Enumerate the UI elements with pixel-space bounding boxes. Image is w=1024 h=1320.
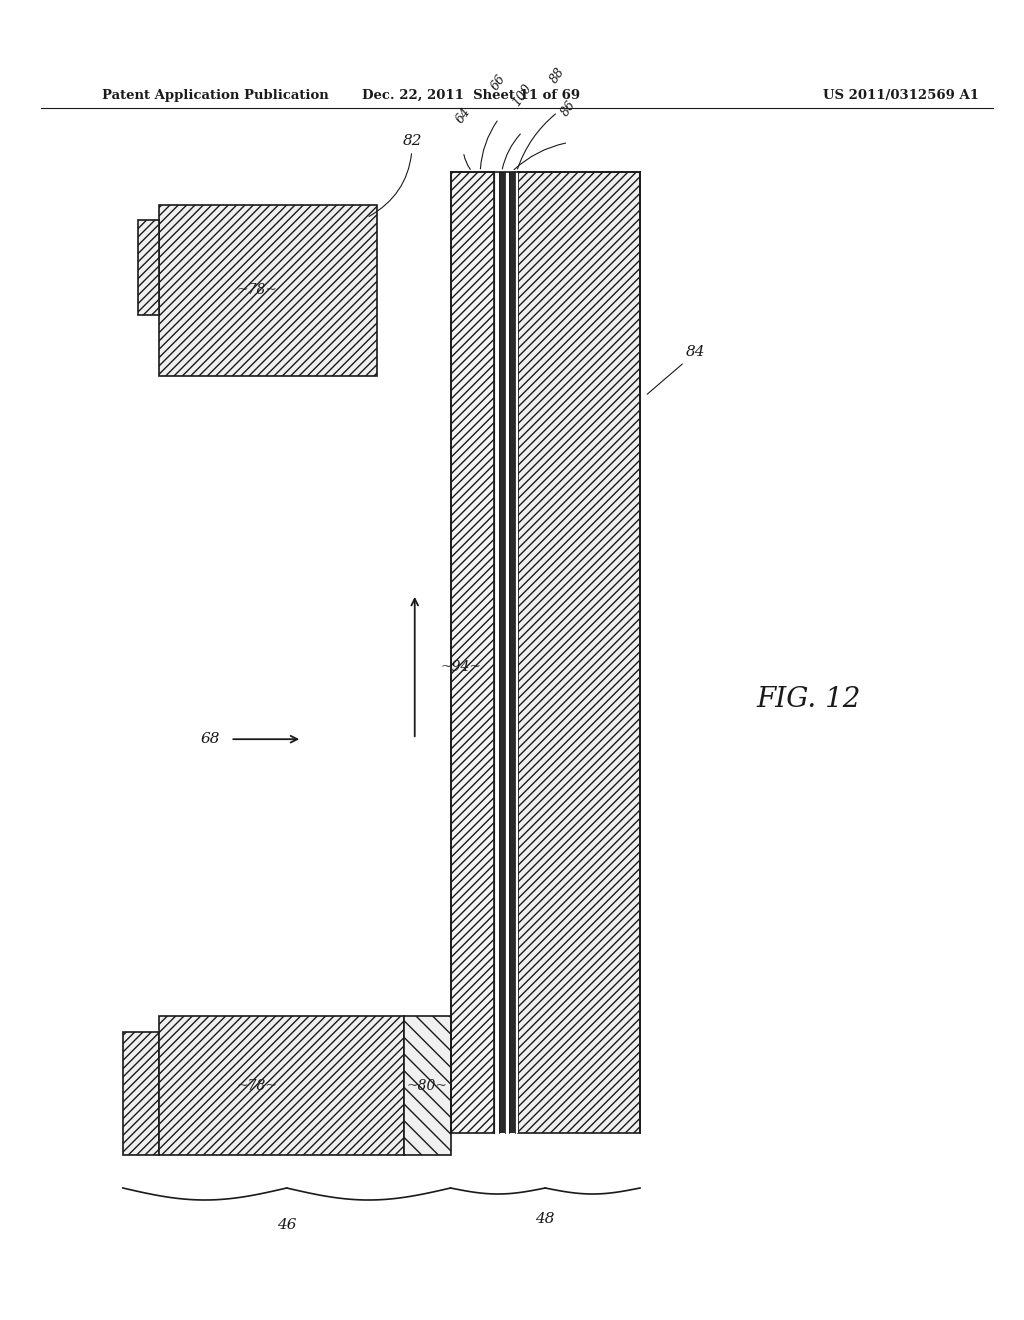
Bar <box>515 172 518 1133</box>
Text: 64: 64 <box>454 104 473 125</box>
Text: 100: 100 <box>510 81 535 108</box>
Text: FIG. 12: FIG. 12 <box>757 686 861 713</box>
Text: US 2011/0312569 A1: US 2011/0312569 A1 <box>823 88 979 102</box>
Bar <box>509 172 515 1133</box>
Bar <box>518 172 640 1133</box>
Text: 86: 86 <box>558 98 579 119</box>
Text: ~78~: ~78~ <box>237 1078 278 1093</box>
Text: 88: 88 <box>548 65 567 86</box>
Text: 48: 48 <box>536 1212 555 1226</box>
Text: Patent Application Publication: Patent Application Publication <box>102 88 329 102</box>
Text: ~80~: ~80~ <box>407 1078 449 1093</box>
Bar <box>123 1032 159 1155</box>
Text: 66: 66 <box>488 71 509 92</box>
Bar <box>494 172 499 1133</box>
Bar <box>138 220 159 315</box>
Text: ~78~: ~78~ <box>237 284 278 297</box>
Text: 84: 84 <box>647 346 706 395</box>
Bar <box>404 1016 451 1155</box>
Bar <box>499 172 505 1133</box>
Bar <box>451 172 494 1133</box>
Bar <box>159 1016 404 1155</box>
Text: 46: 46 <box>276 1218 297 1232</box>
Bar <box>159 205 377 376</box>
Text: ~94~: ~94~ <box>440 660 481 673</box>
Text: 82: 82 <box>369 135 422 216</box>
Text: Dec. 22, 2011  Sheet 11 of 69: Dec. 22, 2011 Sheet 11 of 69 <box>361 88 581 102</box>
Bar <box>505 172 509 1133</box>
Text: 68: 68 <box>201 733 220 746</box>
